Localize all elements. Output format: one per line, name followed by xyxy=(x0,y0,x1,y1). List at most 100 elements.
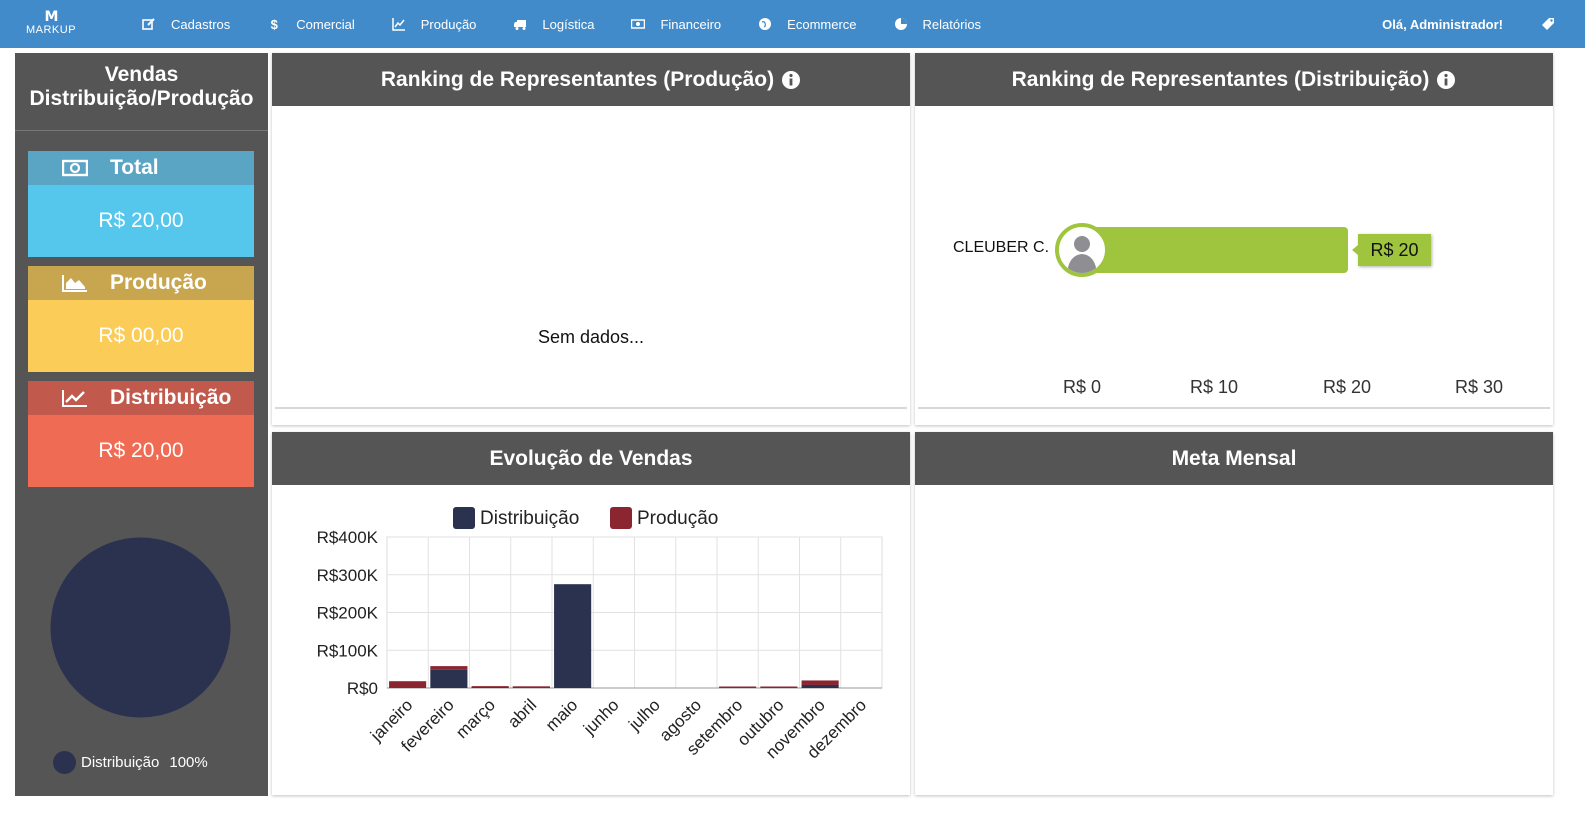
panel-title: Meta Mensal xyxy=(1171,446,1297,470)
edit-icon xyxy=(142,17,156,31)
sales-pie-chart[interactable] xyxy=(50,537,231,718)
x-tick-label: março xyxy=(452,695,499,742)
legend-label[interactable]: Distribuição xyxy=(480,508,579,529)
kpi-total: Total R$ 20,00 xyxy=(28,151,254,257)
pie-legend-swatch xyxy=(53,751,76,774)
ranking-bar[interactable] xyxy=(1083,227,1348,273)
money-icon xyxy=(62,159,88,177)
info-icon[interactable] xyxy=(1436,70,1456,90)
y-tick-label: R$300K xyxy=(317,566,379,585)
nav-item-producao[interactable]: Produção xyxy=(392,16,477,32)
kpi-producao-value: R$ 00,00 xyxy=(28,300,254,372)
kpi-distribuicao-label: Distribuição xyxy=(110,386,232,409)
nav-item-financeiro[interactable]: Financeiro xyxy=(631,17,721,32)
sales-summary-title: Vendas Distribuição/Produção xyxy=(15,53,268,131)
logo-text: MARKUP xyxy=(25,24,77,36)
nav-item-cadastros[interactable]: Cadastros xyxy=(142,17,230,32)
divider xyxy=(918,407,1550,409)
x-tick-label: junho xyxy=(579,695,623,739)
axis-tick-label: R$ 0 xyxy=(1062,377,1102,397)
legend-swatch xyxy=(453,507,475,529)
bar-distribuicao-maio[interactable] xyxy=(554,584,592,688)
kpi-distribuicao-header: Distribuição xyxy=(28,381,254,415)
nav-label: Produção xyxy=(420,16,477,32)
y-tick-label: R$200K xyxy=(317,604,379,623)
kpi-producao-label: Produção xyxy=(110,271,207,294)
nav-item-comercial[interactable]: $ Comercial xyxy=(267,17,355,32)
bar-producao-novembro[interactable] xyxy=(801,680,839,685)
bar-distribuicao-novembro[interactable] xyxy=(801,684,839,688)
nav-label: Logística xyxy=(542,16,595,32)
dollar-icon: $ xyxy=(270,16,278,32)
pie-legend[interactable]: Distribuição 100% xyxy=(53,751,208,774)
bar-producao-setembro[interactable] xyxy=(719,686,757,689)
tag-icon[interactable] xyxy=(1541,17,1555,31)
top-navbar: M MARKUP Cadastros $ Comercial Produção … xyxy=(0,0,1585,48)
y-tick-label: R$100K xyxy=(317,641,379,660)
bar-distribuicao-fevereiro[interactable] xyxy=(430,669,468,688)
globe-icon xyxy=(758,17,772,31)
title-line: Vendas xyxy=(104,63,179,86)
divider xyxy=(275,407,907,409)
logo-mark: M xyxy=(44,9,59,25)
kpi-total-label: Total xyxy=(110,156,159,179)
nav-item-logistica[interactable]: Logística xyxy=(513,17,594,32)
pie-legend-percent: 100% xyxy=(169,754,208,771)
nav-item-relatorios[interactable]: Relatórios xyxy=(894,16,982,32)
nav-label: Comercial xyxy=(296,16,355,32)
panel-title: Evolução de Vendas xyxy=(489,446,693,470)
main-nav: Cadastros $ Comercial Produção Logística… xyxy=(142,0,1018,48)
line-chart-icon xyxy=(62,390,87,407)
x-tick-label: maio xyxy=(542,695,581,734)
legend-label[interactable]: Produção xyxy=(637,508,718,529)
axis-tick-label: R$ 20 xyxy=(1322,377,1372,397)
area-chart-icon xyxy=(62,275,87,292)
nav-label: Ecommerce xyxy=(787,16,857,32)
axis-tick-label: R$ 30 xyxy=(1454,377,1504,397)
panel-header: Meta Mensal xyxy=(915,432,1553,485)
kpi-distribuicao-value: R$ 20,00 xyxy=(28,415,254,487)
meta-mensal-panel: Meta Mensal xyxy=(915,432,1553,795)
nav-label: Relatórios xyxy=(922,16,982,32)
representative-name: CLEUBER C. xyxy=(953,239,1050,256)
kpi-total-value: R$ 20,00 xyxy=(28,185,254,257)
x-tick-label: abril xyxy=(504,695,540,731)
pie-slice-distribuicao[interactable] xyxy=(50,537,231,718)
nav-item-ecommerce[interactable]: Ecommerce xyxy=(758,16,857,32)
ranking-producao-panel: Ranking de Representantes (Produção) Sem… xyxy=(272,53,910,425)
bar-producao-abril[interactable] xyxy=(512,686,550,688)
kpi-total-header: Total xyxy=(28,151,254,185)
info-icon[interactable] xyxy=(781,70,801,90)
bar-producao-janeiro[interactable] xyxy=(389,681,427,688)
pie-chart-icon xyxy=(894,17,908,31)
ranking-value-tooltip: R$ 20 xyxy=(1352,234,1431,266)
bar-producao-fevereiro[interactable] xyxy=(430,666,468,670)
nav-label: Cadastros xyxy=(171,16,231,32)
ranking-distribuicao-panel: Ranking de Representantes (Distribuição)… xyxy=(915,53,1553,425)
user-avatar-icon xyxy=(1055,223,1109,277)
user-greeting[interactable]: Olá, Administrador! xyxy=(1382,17,1503,32)
truck-icon xyxy=(513,17,527,31)
kpi-distribuicao: Distribuição R$ 20,00 xyxy=(28,381,254,487)
no-data-message: Sem dados... xyxy=(537,327,645,347)
evolucao-bar-chart[interactable]: R$0R$100KR$200KR$300KR$400Kjaneirofevere… xyxy=(272,485,910,795)
markup-logo[interactable]: M MARKUP xyxy=(20,10,82,40)
line-chart-icon xyxy=(392,17,406,31)
y-tick-label: R$0 xyxy=(347,679,378,698)
pie-legend-label: Distribuição xyxy=(81,754,160,771)
legend-swatch xyxy=(610,507,632,529)
panel-header: Ranking de Representantes (Produção) xyxy=(272,53,910,106)
panel-title: Ranking de Representantes (Distribuição) xyxy=(1011,67,1430,91)
kpi-producao-header: Produção xyxy=(28,266,254,300)
title-line: Distribuição/Produção xyxy=(29,87,254,110)
bar-producao-outubro[interactable] xyxy=(760,686,798,689)
bar-producao-marco[interactable] xyxy=(471,686,509,688)
y-tick-label: R$400K xyxy=(317,528,379,547)
evolucao-vendas-panel: Evolução de Vendas R$0 R$100K R$200K R$300K… xyxy=(272,432,910,795)
panel-title: Ranking de Representantes (Produção) xyxy=(380,67,775,91)
nav-label: Financeiro xyxy=(660,16,722,32)
kpi-producao: Produção R$ 00,00 xyxy=(28,266,254,372)
panel-header: Evolução de Vendas xyxy=(272,432,910,485)
panel-header: Ranking de Representantes (Distribuição) xyxy=(915,53,1553,106)
sales-summary-panel: Vendas Distribuição/Produção Total R$ 20… xyxy=(15,53,268,796)
